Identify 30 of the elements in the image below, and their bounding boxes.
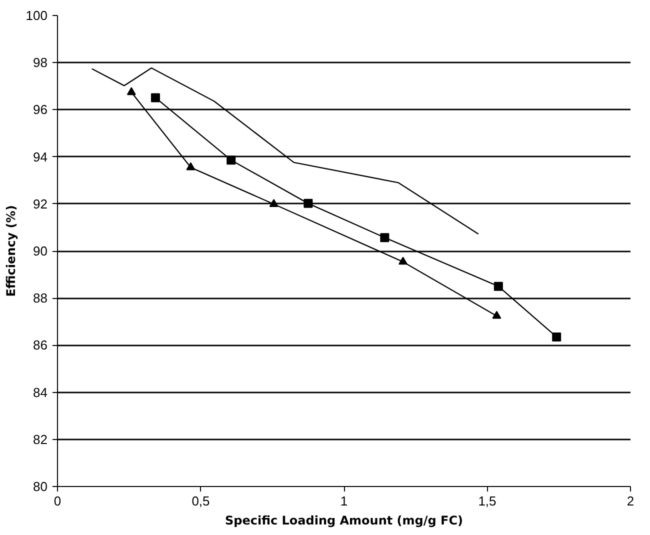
y-tick-label: 82 bbox=[33, 432, 48, 447]
x-tick-label: 1,5 bbox=[478, 494, 496, 508]
y-tick-label: 90 bbox=[33, 244, 48, 258]
y-tick-label: 86 bbox=[33, 338, 48, 353]
point bbox=[492, 310, 502, 319]
x-tick-label: 2 bbox=[626, 494, 634, 508]
y-tick-label: 84 bbox=[33, 384, 48, 400]
point bbox=[494, 282, 503, 291]
point bbox=[226, 156, 236, 165]
y-tick-label: 94 bbox=[33, 149, 48, 164]
x-tick-label: 0 bbox=[54, 494, 62, 508]
y-tick-label: 100 bbox=[26, 8, 48, 23]
x-axis-title: Specific Loading Amount (mg/g FC) bbox=[224, 514, 464, 528]
y-axis-title: Efficiency (%) bbox=[4, 205, 18, 297]
y-tick-label: 98 bbox=[33, 55, 48, 70]
point bbox=[269, 199, 278, 207]
y-tick-label: 88 bbox=[33, 290, 48, 306]
x-tick-label: 0,5 bbox=[192, 494, 210, 508]
point bbox=[150, 93, 160, 102]
point bbox=[552, 332, 562, 342]
y-tick-label: 92 bbox=[33, 196, 48, 212]
point bbox=[186, 162, 196, 170]
point bbox=[304, 198, 313, 208]
point bbox=[380, 233, 390, 242]
y-tick-label: 80 bbox=[33, 479, 48, 494]
point bbox=[398, 256, 408, 265]
line-series bbox=[91, 67, 479, 235]
x-tick-label: 1 bbox=[340, 494, 348, 508]
point bbox=[126, 87, 136, 96]
y-tick-label: 96 bbox=[33, 102, 48, 118]
